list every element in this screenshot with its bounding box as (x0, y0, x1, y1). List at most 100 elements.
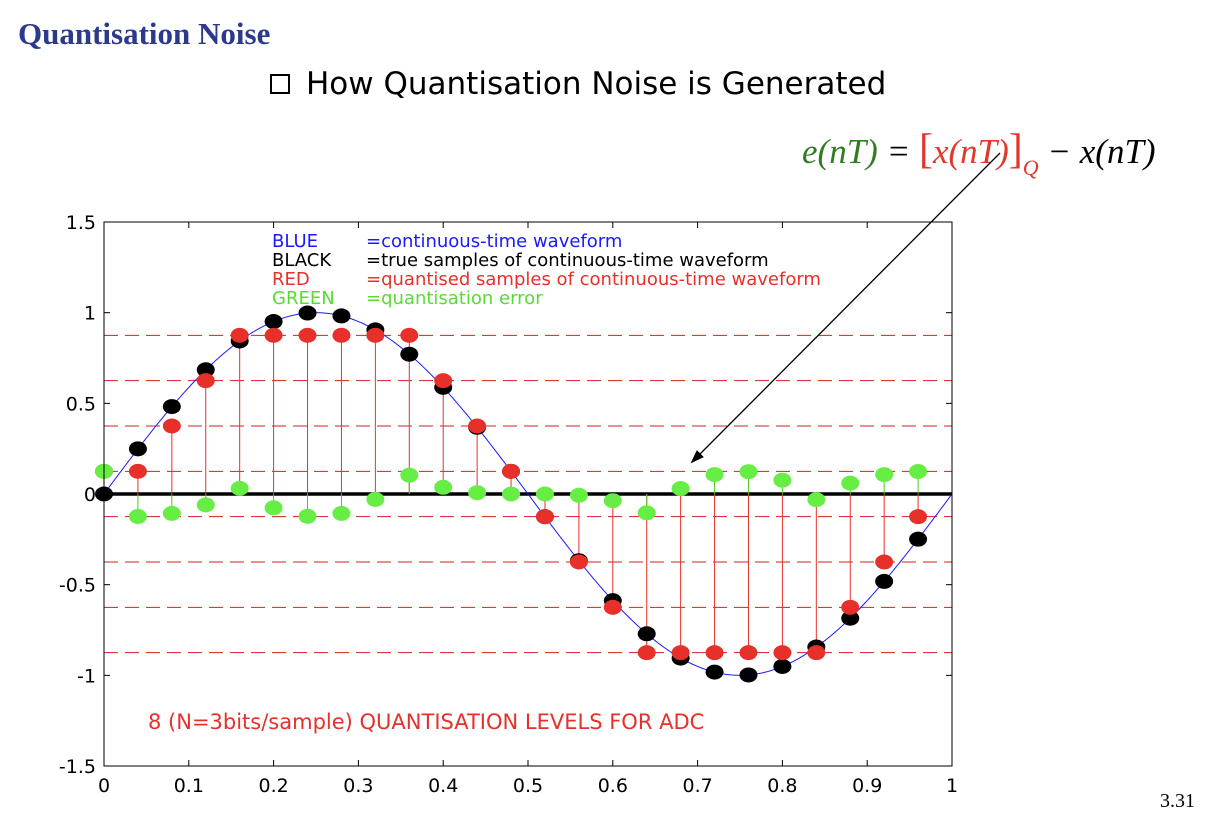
red-sample-point-8 (366, 327, 385, 343)
black-sample-point-22 (841, 610, 860, 626)
red-sample-point-12 (502, 463, 521, 479)
x-tick-label-2: 0.2 (258, 775, 288, 797)
red-sample-point-6 (298, 327, 317, 343)
y-tick-label-1: 1 (84, 303, 96, 325)
red-sample-point-23 (875, 554, 894, 570)
green-sample-point-24 (909, 464, 928, 480)
x-tick-label-1: 0.1 (174, 775, 204, 797)
green-sample-point-7 (332, 505, 351, 521)
red-sample-point-9 (400, 327, 419, 343)
x-tick-label-8: 0.8 (767, 775, 797, 797)
green-sample-point-13 (535, 486, 554, 502)
legend-key-black: BLACK (272, 250, 332, 271)
x-tick-label-9: 0.9 (852, 775, 882, 797)
green-sample-point-12 (502, 486, 521, 502)
bullet-text: How Quantisation Noise is Generated (306, 66, 887, 102)
x-tick-label-6: 0.6 (598, 775, 628, 797)
y-tick-label-0: 1.5 (66, 212, 96, 234)
black-sample-point-6 (298, 305, 317, 321)
red-sample-point-16 (637, 645, 656, 661)
red-sample-point-4 (230, 327, 249, 343)
x-tick-label-0: 0 (98, 775, 110, 797)
y-tick-label-3: 0 (84, 484, 96, 506)
green-sample-point-14 (569, 487, 588, 503)
black-sample-point-1 (128, 441, 147, 457)
legend-key-green: GREEN (272, 288, 335, 309)
green-sample-point-18 (705, 467, 724, 483)
red-sample-point-20 (773, 645, 792, 661)
black-sample-point-18 (705, 664, 724, 680)
y-tick-label-6: -1.5 (59, 756, 96, 778)
green-sample-point-19 (739, 464, 758, 480)
green-sample-point-23 (875, 467, 894, 483)
green-sample-point-17 (671, 481, 690, 497)
black-sample-point-3 (196, 362, 215, 378)
legend-key-red: RED (272, 269, 310, 290)
red-sample-point-18 (705, 645, 724, 661)
black-sample-point-5 (264, 314, 283, 330)
x-tick-label-10: 1 (946, 775, 958, 797)
red-sample-point-10 (434, 373, 453, 389)
y-tick-label-4: -0.5 (59, 575, 96, 597)
red-sample-point-11 (468, 418, 487, 434)
left-bracket-icon: [ (918, 127, 933, 173)
tick-labels: 0 0.1 0.2 0.3 0.4 0.5 0.6 0.7 0.8 0.9 1 1.5 1 0.5 0 -0.… (59, 212, 958, 797)
slide-title: Quantisation Noise (18, 16, 271, 51)
page-number: 3.31 (1160, 790, 1195, 812)
green-sample-point-5 (264, 500, 283, 516)
green-sample-point-3 (196, 497, 215, 513)
annotation-text: 8 (N=3bits/sample) QUANTISATION LEVELS F… (148, 710, 704, 734)
red-sample-point-14 (569, 554, 588, 570)
black-sample-point-2 (162, 399, 181, 415)
x-tick-label-5: 0.5 (513, 775, 543, 797)
equation-quantised: x(nT) (932, 132, 1009, 171)
green-sample-point-6 (298, 508, 317, 524)
green-sample-point-21 (807, 492, 826, 508)
black-sample-point-19 (739, 667, 758, 683)
right-bracket-icon: ] (1008, 127, 1023, 173)
red-sample-point-24 (909, 509, 928, 525)
legend: BLUE =continuous-time waveform BLACK =true … (272, 231, 821, 309)
red-sample-point-19 (739, 645, 758, 661)
black-sample-point-7 (332, 308, 351, 324)
checkbox-bullet-icon (270, 74, 290, 94)
legend-text-blue: =continuous-time waveform (366, 231, 622, 252)
red-sample-point-15 (603, 599, 622, 615)
green-sample-point-15 (603, 493, 622, 509)
black-sample-point-24 (909, 531, 928, 547)
black-sample-point-23 (875, 573, 894, 589)
legend-text-green: =quantisation error (366, 288, 543, 309)
red-sample-point-7 (332, 327, 351, 343)
annotation: 8 (N=3bits/sample) QUANTISATION LEVELS F… (148, 710, 704, 734)
green-sample-point-11 (468, 485, 487, 501)
red-sample-point-17 (671, 645, 690, 661)
green-sample-point-10 (434, 479, 453, 495)
legend-key-blue: BLUE (272, 231, 318, 252)
green-sample-point-16 (637, 505, 656, 521)
green-sample-point-8 (366, 491, 385, 507)
black-sample-point-9 (400, 346, 419, 362)
error-equation: e(nT) = [x(nT)]Q − x(nT) (802, 126, 1156, 181)
red-sample-point-21 (807, 645, 826, 661)
green-sample-point-4 (230, 480, 249, 496)
green-sample-point-20 (773, 472, 792, 488)
red-sample-point-22 (841, 599, 860, 615)
equation-rhs: − x(nT) (1038, 132, 1156, 171)
green-sample-point-22 (841, 475, 860, 491)
red-sample-point-1 (128, 463, 147, 479)
legend-text-black: =true samples of continuous-time wavefor… (366, 250, 769, 271)
red-sample-point-5 (264, 327, 283, 343)
stem-lines (103, 335, 919, 653)
green-sample-point-2 (162, 505, 181, 521)
red-sample-point-3 (196, 373, 215, 389)
green-sample-point-9 (400, 467, 419, 483)
y-tick-label-5: -1 (77, 665, 96, 687)
arrow (690, 152, 1001, 464)
green-sample-point-1 (128, 508, 147, 524)
black-sample-point-20 (773, 658, 792, 674)
equation-lhs: e(nT) (802, 132, 878, 171)
black-sample-point-16 (637, 626, 656, 642)
equation-subscript: Q (1022, 155, 1039, 180)
bullet-heading: How Quantisation Noise is Generated (270, 66, 886, 102)
